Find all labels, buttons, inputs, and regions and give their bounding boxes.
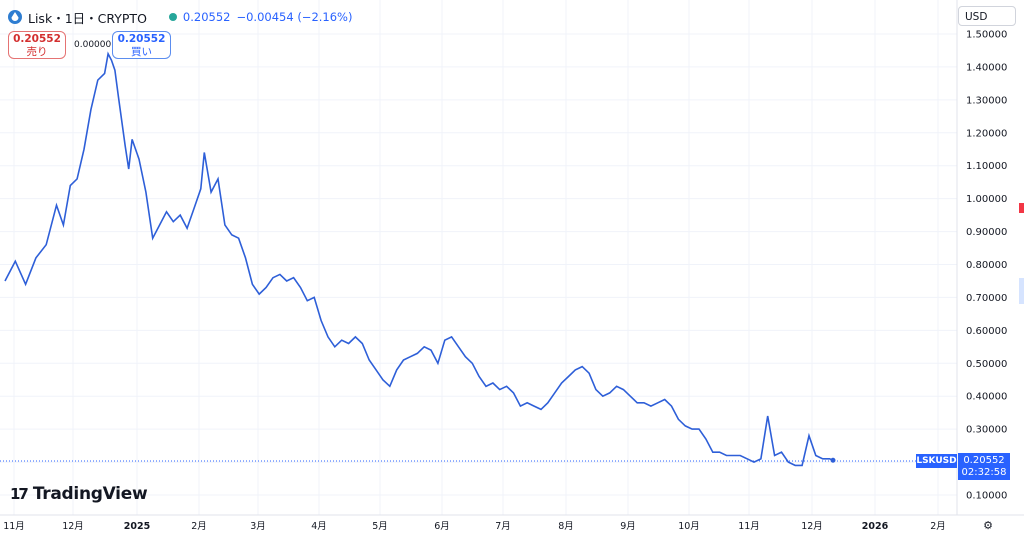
spread-value: 0.00000 bbox=[74, 40, 112, 50]
y-tick-label: 0.40000 bbox=[966, 392, 1007, 403]
x-tick-label: 12月 bbox=[62, 521, 84, 532]
y-tick-label: 0.90000 bbox=[966, 227, 1007, 238]
x-tick-label: 2月 bbox=[930, 521, 946, 532]
symbol-price-tag: LSKUSD bbox=[916, 454, 957, 468]
bar-countdown: 02:32:58 bbox=[961, 467, 1007, 478]
x-tick-label: 9月 bbox=[620, 521, 636, 532]
y-tick-label: 1.10000 bbox=[966, 161, 1007, 172]
x-tick-label: 7月 bbox=[495, 521, 511, 532]
x-tick-label: 11月 bbox=[3, 521, 25, 532]
x-tick-label: 5月 bbox=[372, 521, 388, 532]
symbol-title[interactable]: Lisk・1日・CRYPTO bbox=[28, 10, 147, 26]
symbol-header: Lisk・1日・CRYPTO 0.20552 −0.00454 (−2.16%) bbox=[8, 8, 352, 26]
y-tick-label: 1.30000 bbox=[966, 95, 1007, 106]
buy-price: 0.20552 bbox=[117, 33, 166, 45]
x-tick-label: 10月 bbox=[678, 521, 700, 532]
sell-button[interactable]: 0.20552 売り bbox=[8, 31, 66, 59]
y-tick-label: 0.50000 bbox=[966, 359, 1007, 370]
y-tick-label: 0.60000 bbox=[966, 326, 1007, 337]
market-status-icon bbox=[168, 13, 177, 21]
sell-price: 0.20552 bbox=[13, 33, 61, 45]
lisk-logo-icon bbox=[8, 10, 22, 24]
last-price-point bbox=[830, 457, 836, 463]
scroll-marker[interactable] bbox=[1019, 278, 1024, 304]
y-tick-label: 0.70000 bbox=[966, 293, 1007, 304]
y-tick-label: 0.10000 bbox=[966, 491, 1007, 502]
y-tick-label: 1.40000 bbox=[966, 62, 1007, 73]
last-price-value: 0.20552 bbox=[963, 455, 1005, 466]
y-tick-label: 0.80000 bbox=[966, 260, 1007, 271]
x-tick-label: 8月 bbox=[558, 521, 574, 532]
series-line bbox=[4, 51, 834, 467]
x-tick-label: 2025 bbox=[124, 521, 150, 532]
y-tick-label: 1.20000 bbox=[966, 128, 1007, 139]
buy-button[interactable]: 0.20552 買い bbox=[112, 31, 171, 59]
header-price: 0.20552 bbox=[182, 10, 231, 24]
x-tick-label: 3月 bbox=[250, 521, 266, 532]
x-tick-label: 12月 bbox=[801, 521, 823, 532]
currency-selector[interactable]: USD bbox=[958, 6, 1016, 26]
brand-name: TradingView bbox=[32, 484, 148, 504]
tradingview-logo: 17 TradingView bbox=[10, 484, 148, 504]
x-tick-label: 2月 bbox=[191, 521, 207, 532]
buy-label: 買い bbox=[131, 46, 152, 58]
alert-marker bbox=[1019, 203, 1024, 213]
y-tick-label: 1.50000 bbox=[966, 30, 1007, 41]
y-tick-label: 0.30000 bbox=[966, 425, 1007, 436]
sell-label: 売り bbox=[26, 46, 48, 58]
x-tick-label: 11月 bbox=[738, 521, 760, 532]
last-price-tag: 0.20552 02:32:58 bbox=[958, 453, 1010, 480]
x-tick-label: 6月 bbox=[434, 521, 450, 532]
x-tick-label: 4月 bbox=[311, 521, 327, 532]
y-tick-label: 1.00000 bbox=[966, 194, 1007, 205]
x-tick-label: 2026 bbox=[862, 521, 889, 532]
header-change: −0.00454 (−2.16%) bbox=[236, 10, 353, 24]
settings-icon[interactable]: ⚙ bbox=[983, 519, 993, 532]
tradingview-mark-icon: 17 bbox=[10, 485, 29, 503]
